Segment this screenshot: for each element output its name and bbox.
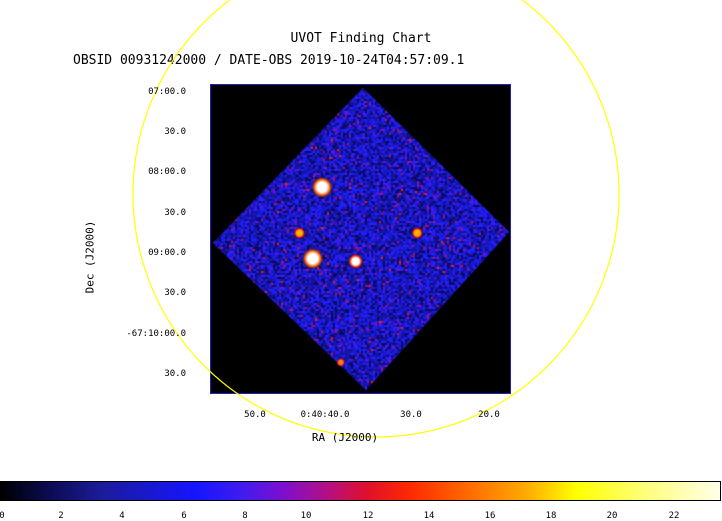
colorbar-tick-label: 16 — [484, 511, 496, 521]
dec-tick-label: -67:10:00.0 — [126, 329, 186, 339]
dec-tick-label: 30.0 — [164, 369, 186, 379]
colorbar — [0, 481, 721, 501]
colorbar-tick-label: 18 — [545, 511, 557, 521]
colorbar-tick-label: 4 — [119, 511, 125, 521]
ra-tick-label: 30.0 — [400, 410, 422, 420]
colorbar-tick-label: 20 — [606, 511, 618, 521]
dec-tick-label: 07:00.0 — [148, 87, 186, 97]
sky-image — [211, 85, 510, 393]
ra-tick-label: 20.0 — [478, 410, 500, 420]
colorbar-tick-label: 8 — [242, 511, 248, 521]
colorbar-tick-label: 14 — [423, 511, 435, 521]
dec-tick-label: 30.0 — [164, 208, 186, 218]
dec-tick-label: 30.0 — [164, 127, 186, 137]
colorbar-tick-label: 2 — [58, 511, 64, 521]
x-axis-label: RA (J2000) — [311, 431, 379, 444]
sky-image-frame — [210, 84, 511, 394]
colorbar-tick-label: 6 — [181, 511, 187, 521]
chart-title: UVOT Finding Chart — [290, 31, 432, 46]
y-axis-label: Dec (J2000) — [83, 220, 97, 294]
colorbar-tick-label: 0 — [0, 511, 5, 521]
dec-tick-label: 30.0 — [164, 288, 186, 298]
chart-subtitle: OBSID 00931242000 / DATE-OBS 2019-10-24T… — [73, 53, 465, 68]
colorbar-tick-label: 10 — [300, 511, 312, 521]
ra-tick-label: 50.0 — [244, 410, 266, 420]
dec-tick-label: 09:00.0 — [148, 248, 186, 258]
colorbar-tick-label: 22 — [668, 511, 680, 521]
dec-tick-label: 08:00.0 — [148, 167, 186, 177]
ra-tick-label: 0:40:40.0 — [300, 410, 350, 420]
colorbar-tick-label: 12 — [362, 511, 374, 521]
